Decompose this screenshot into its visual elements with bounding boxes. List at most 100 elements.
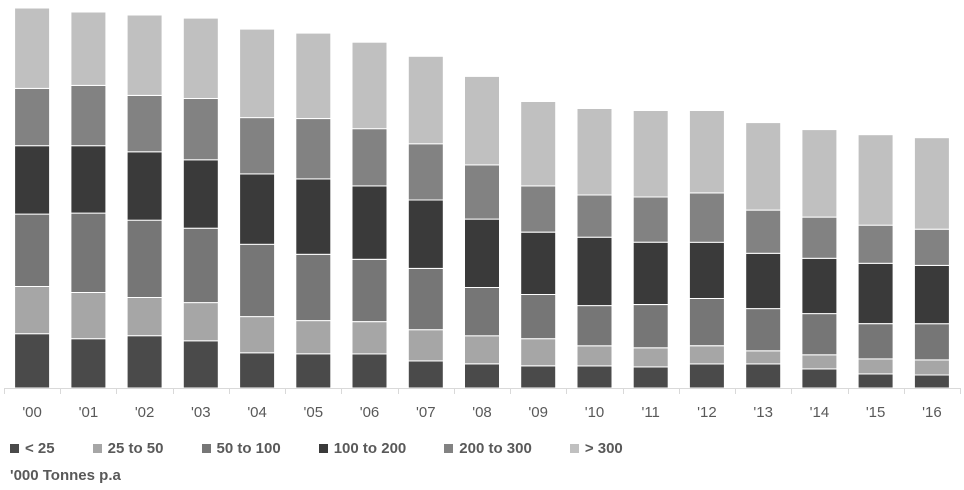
legend-label: 100 to 200 — [333, 439, 407, 457]
x-tick-label: '01 — [79, 404, 99, 421]
unit-note: '000 Tonnes p.a — [10, 467, 121, 484]
bar-segment-2-1 — [70, 212, 107, 294]
bar-segment-1-16 — [913, 359, 950, 376]
legend-item: < 25 — [10, 440, 55, 457]
bar-segment-2-0 — [14, 213, 51, 288]
legend-swatch — [10, 443, 19, 453]
bar-segment-0-14 — [801, 368, 838, 389]
bar-segment-5-13 — [745, 122, 782, 211]
bar-segment-3-8 — [464, 218, 500, 289]
legend-item: 100 to 200 — [318, 439, 407, 457]
bar-segment-3-2 — [126, 151, 163, 221]
bar-segment-0-6 — [351, 353, 388, 389]
bar-segment-3-3 — [182, 159, 219, 229]
bar-segment-5-14 — [801, 129, 838, 218]
bar-segment-0-11 — [632, 366, 669, 389]
bar-segment-1-4 — [239, 316, 276, 354]
bar-segment-5-11 — [632, 110, 669, 198]
bar-segment-2-12 — [688, 298, 725, 347]
x-tick-label: '00 — [22, 404, 42, 421]
bar-segment-1-13 — [745, 350, 782, 365]
x-tick-label: '13 — [753, 404, 773, 421]
x-tick-label: '04 — [247, 404, 267, 421]
bar-segment-4-6 — [351, 128, 388, 187]
x-tick-label: '07 — [416, 404, 436, 421]
legend-label: > 300 — [584, 439, 623, 457]
x-tick-label: '02 — [135, 404, 155, 421]
bar-segment-1-5 — [295, 320, 332, 355]
bar-segment-1-12 — [688, 345, 725, 365]
x-tick-label: '16 — [922, 404, 942, 421]
bar-segment-4-3 — [182, 98, 219, 161]
bar-segment-2-8 — [464, 287, 500, 337]
bar-segment-5-0 — [14, 7, 51, 89]
bar-segment-1-1 — [70, 292, 107, 340]
bar-segment-1-11 — [632, 347, 669, 368]
bar-segment-4-8 — [464, 164, 500, 220]
bar-segment-4-14 — [801, 216, 838, 259]
bar-segment-3-16 — [913, 264, 950, 325]
bar-segment-4-0 — [14, 87, 51, 147]
bar-segment-2-6 — [351, 258, 388, 323]
bar-segment-5-7 — [407, 55, 444, 145]
bar-segment-0-1 — [70, 338, 107, 389]
bars-group — [14, 7, 950, 389]
bar-segment-1-3 — [182, 302, 219, 342]
bar-segment-3-9 — [520, 231, 557, 295]
bar-segment-3-6 — [351, 185, 388, 260]
bar-segment-4-9 — [520, 185, 557, 233]
bar-segment-0-9 — [520, 365, 557, 389]
bar-segment-3-13 — [745, 252, 782, 310]
bar-segment-5-15 — [857, 134, 894, 226]
bar-segment-5-3 — [182, 17, 219, 100]
bar-segment-0-7 — [407, 360, 444, 389]
bar-segment-4-13 — [745, 209, 782, 254]
bar-segment-2-9 — [520, 294, 557, 340]
bar-segment-2-11 — [632, 304, 669, 349]
legend: < 25 25 to 50 50 to 100 100 to 200 200 to 30… — [10, 438, 661, 458]
bar-segment-3-15 — [857, 262, 894, 325]
x-tick-label: '14 — [810, 404, 830, 421]
stacked-bar-chart: '00 '01 '02 '03 '04 '05 '06 '07 '08 '09 '10 '11 '12 '… — [4, 7, 961, 421]
bar-segment-5-16 — [913, 137, 950, 230]
bar-segment-5-4 — [239, 28, 276, 119]
x-tick-label: '06 — [360, 404, 380, 421]
bar-segment-2-3 — [182, 227, 219, 304]
bar-segment-1-0 — [14, 286, 51, 335]
bar-segment-2-13 — [745, 308, 782, 352]
bar-segment-0-12 — [688, 363, 725, 389]
bar-segment-4-4 — [239, 117, 276, 175]
bar-segment-3-4 — [239, 173, 276, 245]
bar-segment-4-7 — [407, 143, 444, 201]
bar-segment-1-7 — [407, 329, 444, 362]
bar-segment-2-4 — [239, 243, 276, 318]
x-tick-label: '05 — [304, 404, 324, 421]
x-tick-label: '12 — [697, 404, 717, 421]
bar-segment-1-8 — [464, 335, 500, 365]
bar-segment-3-10 — [576, 236, 613, 307]
x-tick-label: '08 — [472, 404, 492, 421]
bar-segment-0-4 — [239, 352, 276, 389]
bar-segment-2-10 — [576, 305, 613, 347]
bar-segment-0-0 — [14, 333, 51, 389]
bar-segment-3-14 — [801, 257, 838, 315]
bar-segment-4-12 — [688, 192, 725, 243]
legend-item: 200 to 300 — [444, 440, 532, 457]
bar-segment-0-16 — [913, 374, 950, 389]
legend-label: 200 to 300 — [459, 439, 532, 457]
bar-segment-1-14 — [801, 354, 838, 370]
bar-segment-0-3 — [182, 340, 219, 389]
x-tick-label: '15 — [866, 404, 886, 421]
bar-segment-0-15 — [857, 373, 894, 389]
bar-segment-4-5 — [295, 118, 332, 180]
bar-segment-1-10 — [576, 345, 613, 367]
bar-segment-5-12 — [688, 110, 725, 194]
bar-segment-5-2 — [126, 14, 163, 96]
bar-segment-0-10 — [576, 365, 613, 389]
bar-segment-2-16 — [913, 323, 950, 361]
bar-segment-3-0 — [14, 145, 51, 215]
x-tick-label: '03 — [191, 404, 211, 421]
bar-segment-5-8 — [464, 75, 500, 166]
legend-label: 50 to 100 — [216, 439, 281, 457]
bar-segment-2-14 — [801, 313, 838, 356]
